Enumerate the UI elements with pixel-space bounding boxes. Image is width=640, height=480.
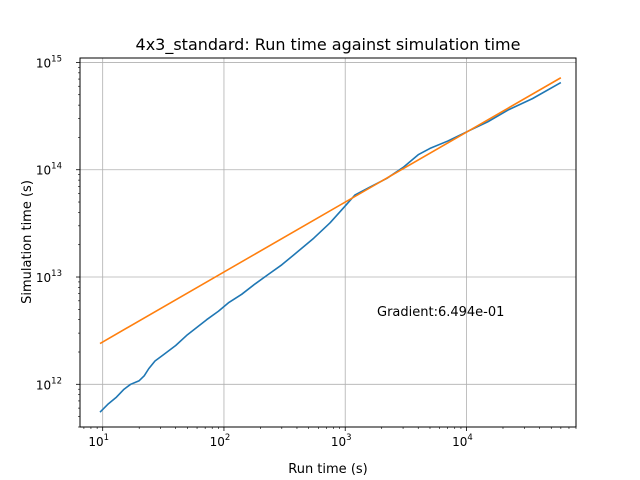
y-tick-label: 1014: [36, 162, 62, 178]
x-tick-label: 103: [331, 433, 352, 449]
chart-title: 4x3_standard: Run time against simulatio…: [136, 35, 521, 55]
plot-frame: [79, 57, 577, 428]
y-tick-label: 1013: [36, 269, 62, 285]
x-tick-label: 102: [210, 433, 231, 449]
series-line-1: [99, 81, 562, 413]
x-tick-label: 101: [88, 433, 109, 449]
y-tick-label: 1015: [36, 54, 62, 70]
y-axis-label: Simulation time (s): [20, 180, 35, 304]
x-axis-label: Run time (s): [288, 462, 367, 477]
series-layer: [99, 77, 562, 413]
ticks: 101 102 103 104 1012 1013 1014 1015: [36, 54, 577, 449]
grid: [80, 58, 576, 427]
series-line-2: [99, 77, 562, 345]
y-tick-label: 1012: [36, 376, 62, 392]
x-tick-label: 104: [452, 433, 473, 449]
gradient-annotation: Gradient:6.494e-01: [377, 305, 504, 320]
